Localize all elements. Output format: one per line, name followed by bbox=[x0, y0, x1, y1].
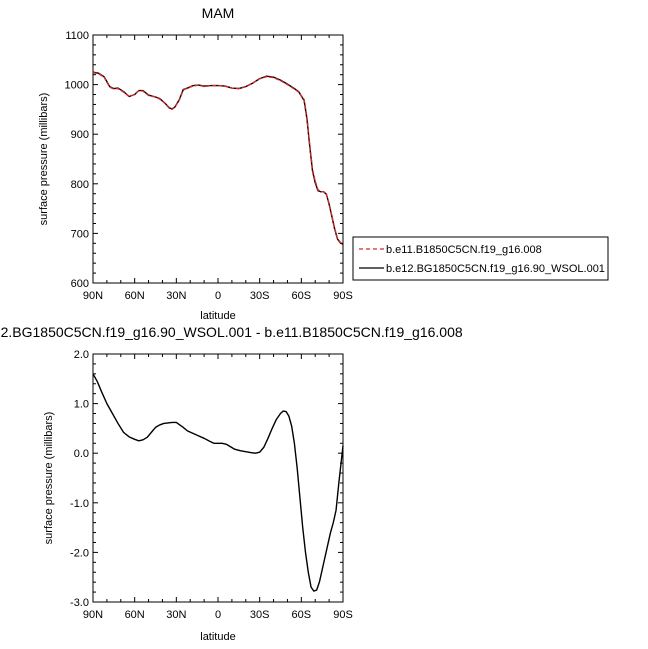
plot-frame-top bbox=[92, 34, 344, 284]
x-tick-label-bottom: 60S bbox=[292, 609, 312, 621]
x-tick-label-top: 60N bbox=[125, 290, 145, 302]
y-tick-label-bottom: 2.0 bbox=[74, 349, 89, 361]
series-line-top-0 bbox=[92, 72, 344, 245]
y-tick-label-top: 1100 bbox=[65, 30, 89, 42]
y-tick-label-top: 700 bbox=[71, 228, 89, 240]
x-tick-label-bottom: 30S bbox=[250, 609, 270, 621]
y-tick-label-bottom: 1.0 bbox=[74, 399, 89, 411]
series-line-top-1 bbox=[92, 71, 344, 245]
x-axis-ticks-bottom: 90N 60N 30N 0 30S 60S 90S bbox=[83, 354, 353, 621]
legend-label-2: b.e12.BG1850C5CN.f19_g16.90_WSOL.001 bbox=[386, 263, 605, 275]
legend-box bbox=[352, 236, 609, 281]
x-tick-label-bottom: 30N bbox=[166, 609, 186, 621]
x-tick-label-top: 0 bbox=[215, 290, 221, 302]
x-tick-label-top: 90S bbox=[333, 290, 353, 302]
x-axis-ticks-top: 90N 60N 30N 0 30S 60S 90S bbox=[83, 35, 353, 302]
y-axis-ticks-bottom: -3.0 -2.0 -1.0 0.0 1.0 2.0 bbox=[70, 349, 343, 609]
y-tick-label-top: 1000 bbox=[65, 80, 89, 92]
y-tick-label-bottom: 0.0 bbox=[74, 448, 89, 460]
y-tick-label-top: 800 bbox=[71, 179, 89, 191]
x-tick-label-top: 60S bbox=[292, 290, 312, 302]
legend-label-1: b.e11.B1850C5CN.f19_g16.008 bbox=[386, 244, 542, 256]
panel-difference: b.e12.BG1850C5CN.f19_g16.90_WSOL.001 - b… bbox=[0, 324, 463, 643]
y-tick-label-bottom: -1.0 bbox=[70, 498, 89, 510]
x-tick-label-bottom: 0 bbox=[215, 609, 221, 621]
y-axis-title-top: surface pressure (millibars) bbox=[38, 93, 50, 226]
plot-title-bottom: b.e12.BG1850C5CN.f19_g16.90_WSOL.001 - b… bbox=[0, 324, 463, 340]
x-axis-title-top: latitude bbox=[200, 310, 235, 322]
y-tick-label-top: 900 bbox=[71, 129, 89, 141]
legend: b.e11.B1850C5CN.f19_g16.008 b.e12.BG1850… bbox=[352, 236, 609, 281]
series-group-bottom bbox=[92, 373, 344, 592]
x-tick-label-top: 30N bbox=[166, 290, 186, 302]
y-tick-label-bottom: -3.0 bbox=[70, 597, 89, 609]
y-axis-title-bottom: surface pressure (millibars) bbox=[43, 412, 55, 545]
y-axis-ticks-top: 600 700 800 900 1000 1100 bbox=[65, 30, 343, 290]
plot-title-top: MAM bbox=[202, 5, 235, 21]
x-tick-label-top: 30S bbox=[250, 290, 270, 302]
series-line-bottom-0 bbox=[92, 373, 344, 592]
x-axis-title-bottom: latitude bbox=[200, 631, 235, 643]
x-tick-label-bottom: 60N bbox=[125, 609, 145, 621]
minor-ticks-top bbox=[93, 35, 343, 283]
y-tick-label-top: 600 bbox=[71, 278, 89, 290]
y-tick-label-bottom: -2.0 bbox=[70, 547, 89, 559]
plot-frame-bottom bbox=[92, 353, 344, 603]
x-tick-label-bottom: 90S bbox=[333, 609, 353, 621]
series-group-top bbox=[92, 71, 344, 245]
minor-ticks-bottom bbox=[93, 354, 343, 602]
x-tick-label-top: 90N bbox=[83, 290, 103, 302]
x-tick-label-bottom: 90N bbox=[83, 609, 103, 621]
